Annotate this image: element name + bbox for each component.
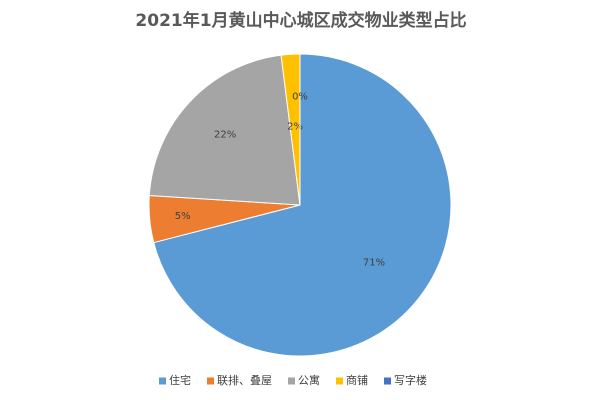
data-label: 0%	[292, 91, 308, 102]
legend-swatch	[207, 377, 214, 385]
legend-label: 写字楼	[394, 373, 427, 387]
legend-swatch	[336, 377, 343, 385]
legend-label: 公寓	[298, 373, 320, 387]
pie-slice	[148, 54, 301, 206]
data-label: 22%	[214, 130, 236, 141]
legend-swatch	[384, 377, 391, 385]
chart-title: 2021年1月黄山中心城区成交物业类型占比	[135, 10, 466, 31]
legend-label: 联排、叠屋	[217, 373, 272, 387]
legend-label: 住宅	[169, 373, 191, 387]
pie-slice	[153, 53, 452, 357]
data-label: 71%	[363, 257, 385, 268]
legend-swatch	[159, 377, 166, 385]
legend-label: 商铺	[346, 373, 368, 387]
data-label: 5%	[175, 211, 191, 222]
data-label: 2%	[287, 122, 303, 133]
legend-swatch	[288, 377, 295, 385]
